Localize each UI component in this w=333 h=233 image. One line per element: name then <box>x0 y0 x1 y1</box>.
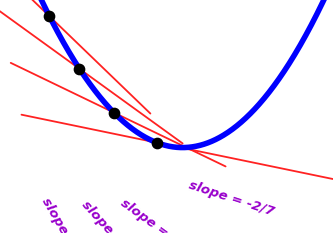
Point <box>111 111 117 114</box>
Text: slope = -1: slope = -1 <box>80 198 140 233</box>
Text: slope = -4/3: slope = -4/3 <box>39 195 95 233</box>
Text: slope = -2/7: slope = -2/7 <box>187 179 276 219</box>
Point <box>47 14 52 18</box>
Point <box>77 67 82 71</box>
Text: slope = -2/3: slope = -2/3 <box>118 196 198 233</box>
Point <box>154 141 160 144</box>
